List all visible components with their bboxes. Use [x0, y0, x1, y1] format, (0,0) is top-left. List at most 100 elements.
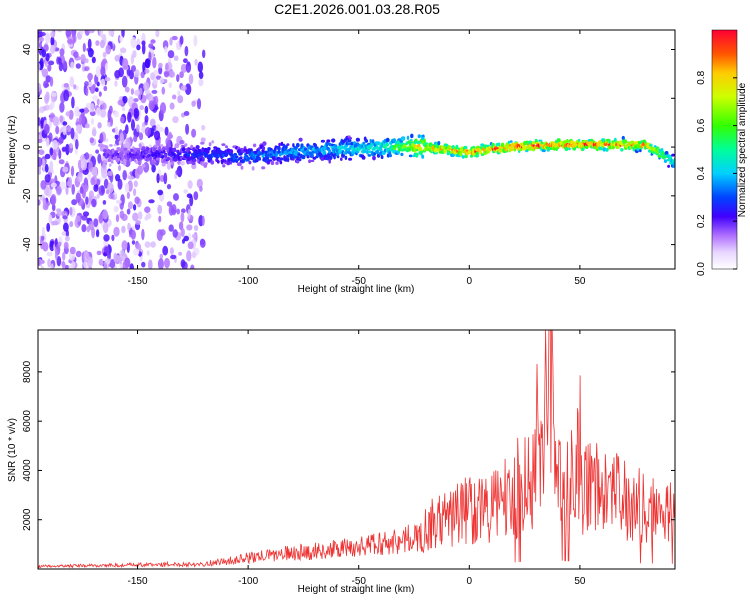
heatmap-noise-cell — [122, 170, 127, 181]
heatmap-noise-cell — [105, 189, 110, 195]
heatmap-signal-cell — [296, 156, 300, 161]
heatmap-noise-cell — [193, 225, 199, 231]
heatmap-noise-cell — [191, 251, 197, 259]
heatmap-signal-cell — [392, 138, 397, 143]
heatmap-noise-cell — [191, 128, 197, 138]
heatmap-signal-cell — [518, 150, 521, 153]
heatmap-noise-cell — [64, 235, 70, 242]
heatmap-signal-cell — [383, 148, 387, 153]
heatmap-noise-cell — [122, 260, 129, 269]
heatmap-noise-cell — [180, 211, 185, 223]
heatmap-noise-cell — [148, 259, 153, 269]
heatmap-noise-cell — [101, 102, 107, 111]
heatmap-noise-cell — [61, 146, 67, 152]
heatmap-noise-cell — [59, 102, 65, 113]
x-tick-label: 50 — [574, 576, 586, 587]
heatmap-noise-cell — [132, 50, 137, 58]
heatmap-noise-cell — [75, 124, 82, 134]
heatmap-signal-cell — [113, 143, 117, 147]
heatmap-signal-cell — [141, 146, 146, 151]
heatmap-signal-cell — [601, 138, 606, 142]
heatmap-signal-cell — [265, 156, 269, 161]
heatmap-noise-cell — [113, 205, 119, 213]
heatmap-signal-cell — [266, 160, 271, 165]
heatmap-signal-cell — [262, 141, 267, 146]
heatmap-noise-cell — [169, 37, 173, 46]
heatmap-signal-cell — [229, 160, 233, 165]
heatmap-noise-cell — [133, 204, 137, 211]
heatmap-signal-cell — [379, 152, 383, 156]
heatmap-signal-cell — [423, 138, 426, 144]
heatmap-noise-cell — [114, 134, 119, 140]
heatmap-noise-cell — [88, 160, 93, 172]
heatmap-noise-cell — [62, 121, 68, 126]
heatmap-signal-cell — [207, 146, 211, 151]
heatmap-noise-cell — [170, 254, 177, 260]
heatmap-signal-cell — [367, 154, 372, 157]
colorbar-gradient — [712, 30, 737, 269]
heatmap-noise-cell — [83, 184, 89, 193]
heatmap-noise-cell — [135, 220, 141, 225]
heatmap-signal-cell — [110, 161, 114, 164]
heatmap-signal-cell — [172, 147, 177, 153]
heatmap-signal-cell — [148, 156, 153, 161]
heatmap-signal-cell — [311, 150, 316, 154]
heatmap-signal-cell — [103, 149, 108, 153]
heatmap-signal-cell — [383, 146, 388, 149]
heatmap-signal-cell — [231, 159, 236, 163]
heatmap-noise-cell — [143, 82, 150, 91]
heatmap-noise-cell — [164, 126, 169, 136]
heatmap-noise-cell — [186, 250, 192, 262]
heatmap-signal-cell — [190, 144, 194, 150]
heatmap-signal-cell — [365, 139, 368, 143]
heatmap-noise-cell — [75, 63, 81, 69]
heatmap-noise-cell — [63, 89, 70, 102]
heatmap-noise-cell — [59, 115, 64, 123]
heatmap-signal-cell — [155, 157, 160, 161]
heatmap-noise-cell — [186, 193, 193, 198]
heatmap-signal-cell — [361, 155, 366, 160]
heatmap-noise-cell — [51, 221, 55, 226]
heatmap-noise-cell — [172, 116, 179, 124]
heatmap-noise-cell — [197, 61, 203, 73]
heatmap-signal-cell — [329, 156, 333, 159]
heatmap-noise-cell — [40, 235, 45, 241]
heatmap-signal-cell — [671, 153, 675, 157]
heatmap-noise-cell — [191, 100, 196, 107]
heatmap-noise-cell — [79, 113, 86, 125]
heatmap-noise-cell — [190, 264, 195, 269]
heatmap-noise-cell — [93, 218, 99, 228]
heatmap-noise-cell — [75, 250, 82, 258]
heatmap-signal-cell — [164, 161, 169, 164]
heatmap-noise-cell — [62, 124, 67, 136]
heatmap-signal-cell — [111, 154, 115, 158]
heatmap-noise-cell — [121, 30, 125, 38]
heatmap-signal-cell — [279, 160, 283, 165]
heatmap-noise-cell — [83, 107, 89, 114]
heatmap-signal-cell — [578, 138, 581, 142]
heatmap-noise-cell — [173, 55, 179, 61]
heatmap-noise-cell — [73, 84, 77, 89]
heatmap-noise-cell — [50, 44, 56, 54]
heatmap-signal-cell — [340, 145, 344, 149]
heatmap-signal-cell — [400, 152, 404, 157]
snr-series-line — [38, 330, 675, 569]
heatmap-noise-cell — [148, 199, 155, 204]
colorbar-tick-label: 0.2 — [696, 214, 707, 228]
heatmap-noise-cell — [125, 124, 129, 135]
heatmap-noise-cell — [137, 165, 144, 175]
heatmap-noise-cell — [68, 109, 74, 120]
heatmap-noise-cell — [173, 193, 179, 201]
colorbar-tick-label: 0.6 — [696, 118, 707, 132]
heatmap-noise-cell — [65, 143, 70, 156]
heatmap-signal-cell — [444, 143, 449, 147]
heatmap-noise-cell — [49, 160, 54, 171]
heatmap-noise-cell — [127, 222, 131, 231]
heatmap-signal-cell — [556, 138, 561, 143]
heatmap-noise-cell — [44, 174, 51, 183]
heatmap-noise-cell — [117, 99, 124, 106]
heatmap-noise-cell — [184, 83, 192, 95]
heatmap-signal-cell — [282, 143, 286, 148]
heatmap-noise-cell — [58, 136, 64, 144]
heatmap-noise-cell — [114, 55, 120, 62]
